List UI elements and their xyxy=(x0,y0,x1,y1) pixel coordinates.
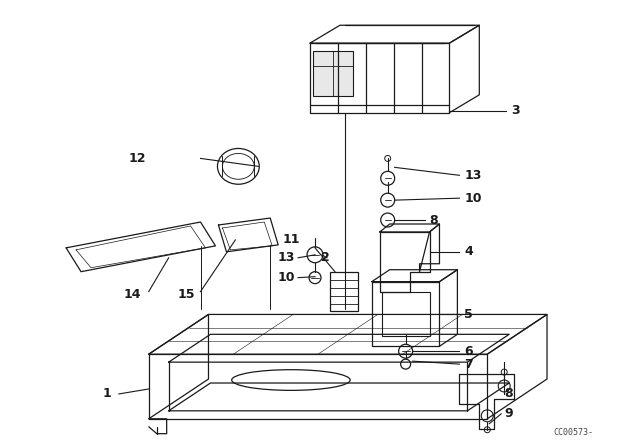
Text: 1: 1 xyxy=(102,388,111,401)
Text: 5: 5 xyxy=(465,308,473,321)
Text: 14: 14 xyxy=(124,288,141,301)
Text: 13: 13 xyxy=(278,251,295,264)
Text: CC00573-: CC00573- xyxy=(554,428,594,437)
Text: 8: 8 xyxy=(504,388,513,401)
Text: 12: 12 xyxy=(128,152,146,165)
Text: 4: 4 xyxy=(465,246,473,258)
Text: 10: 10 xyxy=(465,192,482,205)
Text: 10: 10 xyxy=(278,271,295,284)
Text: 8: 8 xyxy=(429,214,438,227)
Text: 9: 9 xyxy=(504,407,513,420)
Text: 3: 3 xyxy=(511,104,520,117)
Text: 13: 13 xyxy=(465,169,482,182)
Text: 15: 15 xyxy=(178,288,196,301)
Text: 11: 11 xyxy=(283,233,300,246)
Bar xyxy=(330,271,358,311)
Text: 7: 7 xyxy=(465,358,473,370)
Text: 2: 2 xyxy=(321,251,330,264)
Bar xyxy=(381,292,429,336)
Bar xyxy=(313,51,353,96)
Text: 6: 6 xyxy=(465,345,473,358)
